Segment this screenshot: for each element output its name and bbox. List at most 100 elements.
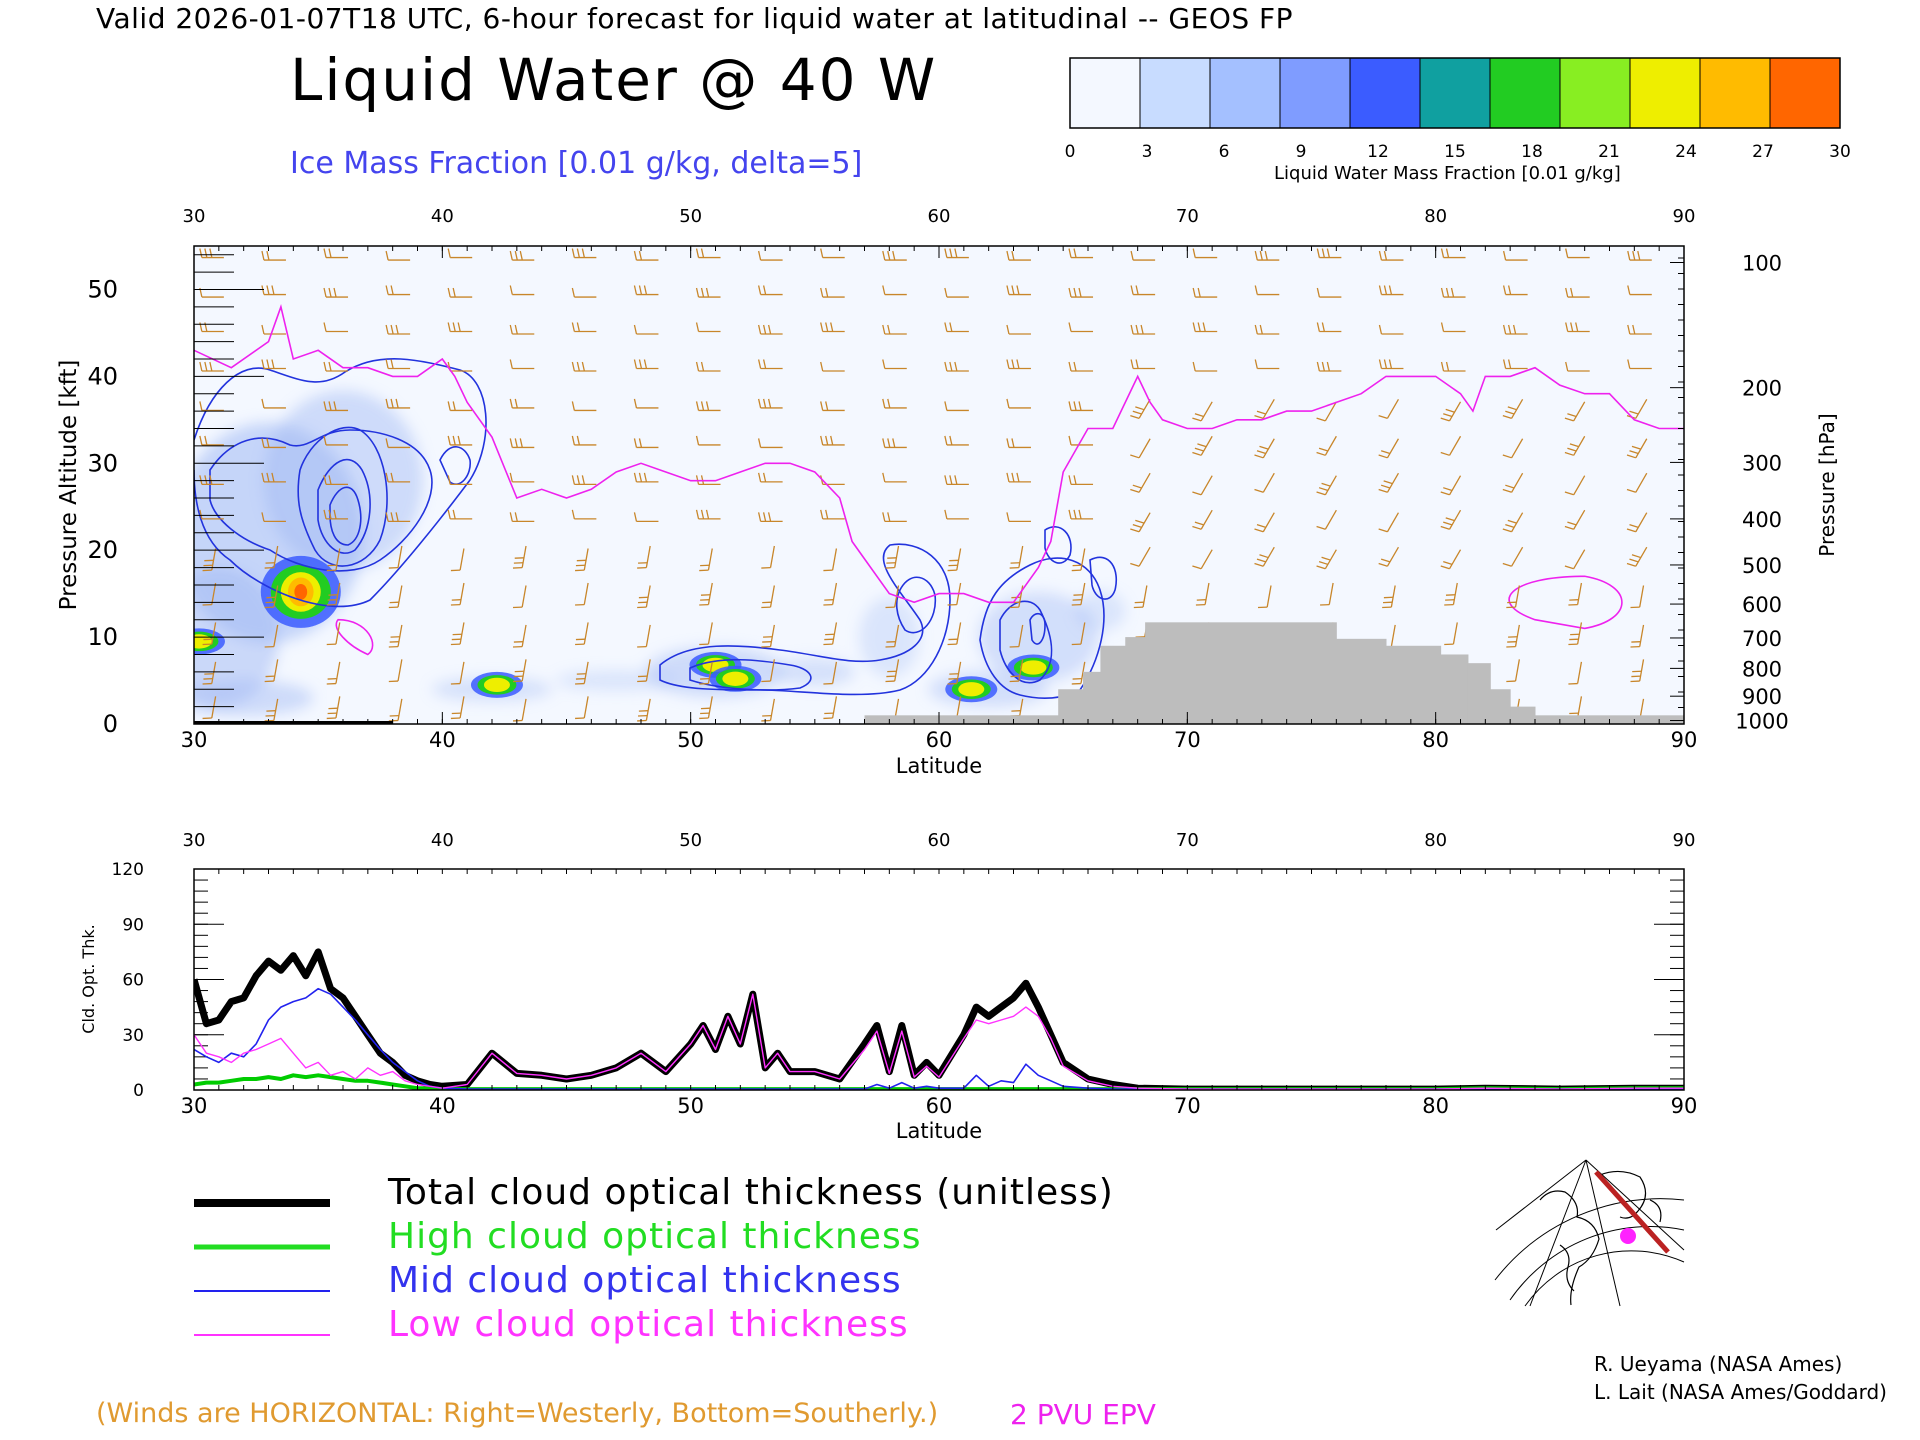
wind-barb-feather bbox=[333, 287, 337, 298]
wind-barb-feather bbox=[1195, 603, 1206, 606]
bottom-top-tick-label: 70 bbox=[1176, 830, 1199, 851]
wind-barb-feather bbox=[887, 557, 897, 559]
colorbar-label: Liquid Water Mass Fraction [0.01 g/kg] bbox=[1274, 163, 1621, 184]
wind-barb-feather bbox=[203, 677, 213, 680]
wind-barb bbox=[757, 250, 783, 261]
wind-barb bbox=[1378, 472, 1400, 493]
wind-barb-feather bbox=[209, 361, 213, 372]
wind-barb-feather bbox=[389, 641, 399, 643]
wind-barb bbox=[1133, 585, 1148, 609]
wind-barb-feather bbox=[271, 285, 275, 295]
wind-barb bbox=[1006, 359, 1031, 370]
wind-barb-feather bbox=[509, 285, 513, 295]
wind-barb-feather bbox=[705, 401, 710, 411]
wind-barb-shaft bbox=[397, 624, 403, 647]
wind-barb-feather bbox=[637, 645, 647, 648]
liquid-water-blobs bbox=[194, 555, 1060, 703]
wind-barb-feather bbox=[637, 601, 648, 604]
wind-barb-feather bbox=[261, 512, 265, 522]
wind-barb bbox=[633, 512, 659, 523]
wind-barb-feather bbox=[947, 682, 957, 685]
wind-barb bbox=[1068, 435, 1094, 446]
wind-barb-feather bbox=[1256, 450, 1266, 455]
wind-barb-shaft bbox=[273, 545, 279, 568]
wind-barb-feather bbox=[633, 472, 638, 483]
wind-barb-feather bbox=[576, 673, 587, 675]
wind-barb-feather bbox=[700, 707, 711, 710]
wind-barb bbox=[823, 582, 838, 606]
bottom-top-tick-label: 90 bbox=[1673, 830, 1696, 851]
wind-barb bbox=[323, 509, 349, 520]
wind-barb-feather bbox=[886, 562, 896, 564]
wind-barb bbox=[1316, 287, 1342, 298]
wind-barb-feather bbox=[1568, 682, 1578, 685]
wind-barb-feather bbox=[762, 601, 772, 604]
wind-barb-shaft bbox=[1573, 509, 1586, 530]
wind-barb-feather bbox=[886, 675, 896, 678]
wind-barb bbox=[1440, 475, 1462, 496]
wind-barb bbox=[761, 698, 775, 722]
wind-barb-feather bbox=[1006, 324, 1010, 335]
wind-barb-feather bbox=[1072, 599, 1082, 601]
wind-barb bbox=[326, 661, 341, 685]
wind-barb-shaft bbox=[831, 548, 838, 571]
wind-barb-feather bbox=[1382, 606, 1392, 609]
wind-barb bbox=[1130, 324, 1156, 335]
wind-barb-feather bbox=[512, 680, 523, 683]
wind-barb bbox=[1378, 546, 1400, 567]
wind-barb-feather bbox=[1502, 324, 1507, 335]
wind-barb-feather bbox=[512, 567, 523, 569]
wind-barb-feather bbox=[390, 636, 400, 638]
wind-barb-feather bbox=[389, 714, 399, 717]
ice-haze-patch bbox=[263, 390, 423, 571]
wind-barb bbox=[1254, 359, 1280, 370]
wind-barb-feather bbox=[571, 509, 576, 520]
wind-barb-feather bbox=[450, 682, 461, 685]
wind-barb-feather bbox=[323, 401, 327, 411]
wind-barb-feather bbox=[1630, 606, 1640, 609]
wind-barb bbox=[1378, 250, 1404, 261]
wind-barb-feather bbox=[700, 564, 710, 567]
wind-barb-shaft bbox=[894, 545, 900, 568]
wind-barb-feather bbox=[1378, 324, 1383, 335]
wind-barb bbox=[261, 512, 286, 523]
wind-barb bbox=[512, 585, 527, 609]
wind-barb-feather bbox=[395, 398, 399, 409]
wind-barb-feather bbox=[944, 401, 948, 411]
wind-barb-feather bbox=[1321, 248, 1326, 258]
wind-barb-feather bbox=[575, 677, 586, 680]
wind-barb-feather bbox=[637, 714, 648, 717]
wind-barb bbox=[1316, 509, 1337, 530]
wind-barb-feather bbox=[700, 248, 705, 258]
wind-barb-shaft bbox=[211, 582, 217, 605]
wind-barb-feather bbox=[1507, 519, 1517, 524]
wind-barb-feather bbox=[509, 472, 513, 483]
wind-barb bbox=[1192, 401, 1213, 422]
wind-barb-feather bbox=[1440, 451, 1450, 456]
wind-barb-feather bbox=[887, 324, 891, 335]
wind-barb-feather bbox=[1512, 324, 1517, 335]
wind-barb-feather bbox=[882, 250, 886, 261]
wind-barb-feather bbox=[1440, 248, 1445, 258]
wind-barb-feather bbox=[1505, 484, 1515, 489]
wind-barb-feather bbox=[823, 717, 833, 720]
wind-barb-feather bbox=[695, 361, 700, 372]
wind-barb-feather bbox=[699, 643, 709, 646]
wind-barb-shaft bbox=[1576, 582, 1583, 605]
wind-barb-feather bbox=[266, 438, 270, 448]
wind-barb-shaft bbox=[1576, 661, 1583, 684]
wind-barb bbox=[261, 438, 286, 449]
wind-barb-feather bbox=[1565, 248, 1569, 258]
wind-barb bbox=[699, 622, 713, 646]
wind-barb bbox=[757, 285, 783, 296]
wind-barb-feather bbox=[699, 717, 709, 720]
wind-barb-feather bbox=[762, 512, 767, 522]
wind-barb-feather bbox=[1256, 558, 1266, 563]
wind-barb-feather bbox=[1194, 447, 1204, 452]
colorbar-tick-label: 3 bbox=[1142, 142, 1153, 162]
wind-barb-feather bbox=[1254, 414, 1264, 419]
wind-barb bbox=[388, 585, 403, 609]
map-meridian-3 bbox=[1585, 1159, 1685, 1251]
wind-barb-feather bbox=[447, 248, 451, 258]
wind-barb-feather bbox=[767, 324, 772, 335]
